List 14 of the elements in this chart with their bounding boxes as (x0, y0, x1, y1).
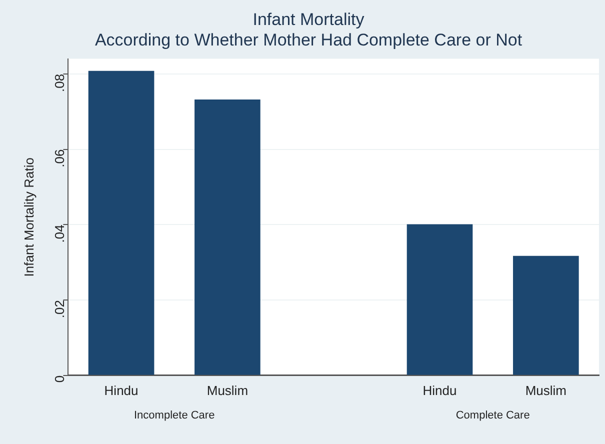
y-tick-label: 0 (52, 375, 67, 383)
chart-title: Infant Mortality (252, 10, 365, 29)
x-tick-label: Hindu (104, 382, 138, 398)
y-tick-label: .04 (52, 224, 67, 243)
y-tick-label: .08 (52, 74, 67, 92)
y-tick-label: .06 (52, 149, 67, 168)
text: Complete Care (456, 409, 530, 422)
chart-subtitle: According to Whether Mother Had Complete Care or Not (94, 30, 522, 50)
x-tick-label: Muslim (525, 382, 567, 398)
y-axis-title: Infant Mortality Ratio (21, 157, 36, 277)
text: Incomplete Care (134, 409, 215, 422)
x-tick-label: Hindu (422, 382, 457, 398)
x-tick-label: Muslim (206, 382, 248, 398)
y-tick-label: .02 (52, 300, 67, 318)
